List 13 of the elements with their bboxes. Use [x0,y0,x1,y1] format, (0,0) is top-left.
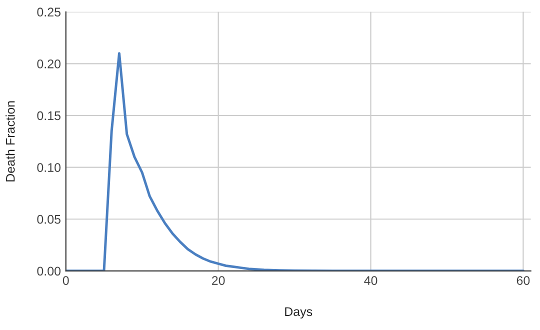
line-series [66,52,524,271]
y-tick-label: 0.10 [37,163,61,172]
x-tick-label: 40 [364,276,378,285]
y-tick-label: 0.05 [37,214,60,224]
x-tick-label: 60 [516,276,530,285]
y-tick-label: 0.20 [37,59,61,68]
x-axis-title: Days [285,307,312,319]
y-tick-label: 0.25 [37,8,60,17]
y-tick-label: 0.15 [37,111,60,120]
x-tick-label: 0 [62,276,69,285]
y-axis-title: Death Fraction [6,101,15,182]
x-tick-label: 20 [212,276,225,285]
y-tick-label: 0.00 [37,266,61,276]
